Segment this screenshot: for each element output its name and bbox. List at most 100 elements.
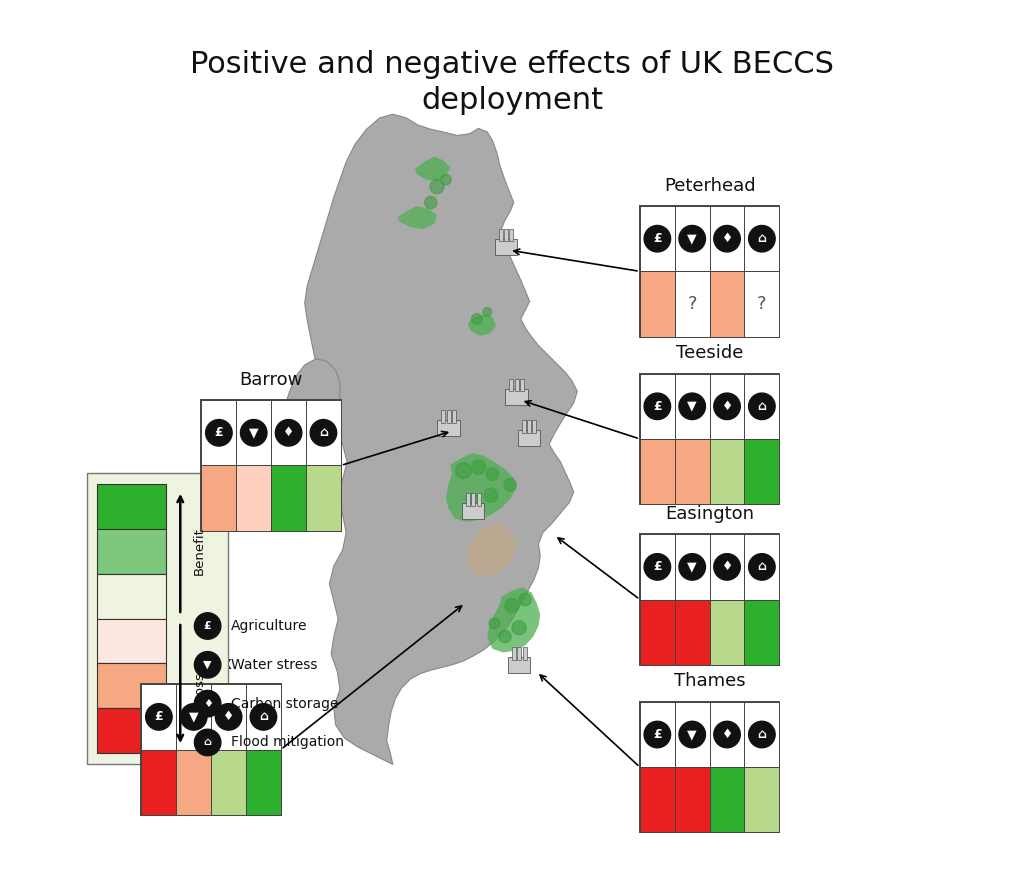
Bar xyxy=(237,400,271,466)
Circle shape xyxy=(504,479,516,491)
Bar xyxy=(744,439,779,504)
Circle shape xyxy=(250,704,276,730)
Text: ?: ? xyxy=(687,295,697,313)
Polygon shape xyxy=(468,313,496,335)
Text: ▼: ▼ xyxy=(687,560,697,573)
Text: ▼: ▼ xyxy=(188,711,199,723)
Text: Agriculture: Agriculture xyxy=(230,619,307,633)
Circle shape xyxy=(456,463,471,479)
Text: £: £ xyxy=(653,400,662,412)
Circle shape xyxy=(749,226,775,252)
Bar xyxy=(508,657,530,673)
Bar xyxy=(675,535,710,599)
Text: ♦: ♦ xyxy=(722,232,732,245)
Circle shape xyxy=(512,620,526,635)
Bar xyxy=(462,504,484,519)
Bar xyxy=(504,228,508,242)
Bar xyxy=(97,708,166,753)
Text: Teeside: Teeside xyxy=(676,344,743,362)
Bar xyxy=(246,684,281,750)
Bar xyxy=(640,702,675,767)
Circle shape xyxy=(519,593,531,605)
Bar xyxy=(520,379,524,391)
Bar xyxy=(710,206,744,272)
Text: ▼: ▼ xyxy=(204,660,212,670)
Circle shape xyxy=(714,554,740,581)
Circle shape xyxy=(430,180,444,194)
Bar xyxy=(87,473,228,764)
Text: ⌂: ⌂ xyxy=(758,400,766,412)
Text: ♦: ♦ xyxy=(283,427,294,439)
Text: ⌂: ⌂ xyxy=(318,427,328,439)
Text: £: £ xyxy=(155,711,163,723)
Bar xyxy=(710,767,744,833)
Bar xyxy=(505,389,527,404)
Text: Barrow: Barrow xyxy=(240,371,303,389)
Circle shape xyxy=(486,468,499,481)
Bar xyxy=(675,272,710,336)
Text: Easington: Easington xyxy=(666,504,754,523)
Bar xyxy=(744,702,779,767)
Bar xyxy=(744,206,779,272)
Bar xyxy=(744,767,779,833)
Bar xyxy=(640,272,675,336)
Bar xyxy=(640,535,779,665)
Circle shape xyxy=(440,174,452,185)
Circle shape xyxy=(644,226,671,252)
Circle shape xyxy=(483,489,498,503)
Circle shape xyxy=(195,651,221,678)
Bar xyxy=(744,599,779,665)
Bar xyxy=(202,400,237,466)
Bar xyxy=(527,420,531,433)
Text: Peterhead: Peterhead xyxy=(664,177,756,195)
Bar xyxy=(97,619,166,664)
Circle shape xyxy=(206,419,232,446)
Bar xyxy=(306,400,341,466)
Bar xyxy=(466,493,470,506)
Circle shape xyxy=(195,729,221,756)
Bar xyxy=(744,373,779,439)
Bar xyxy=(495,239,517,255)
Text: Flood mitigation: Flood mitigation xyxy=(230,735,344,750)
Circle shape xyxy=(489,618,500,628)
Bar xyxy=(176,684,211,750)
Bar xyxy=(640,767,675,833)
Text: ♦: ♦ xyxy=(722,400,732,412)
Bar xyxy=(211,750,246,815)
Text: ⌂: ⌂ xyxy=(204,737,212,748)
Circle shape xyxy=(310,419,337,446)
Text: ♦: ♦ xyxy=(223,711,234,723)
Text: Thames: Thames xyxy=(674,673,745,690)
Circle shape xyxy=(714,226,740,252)
Text: £: £ xyxy=(653,728,662,741)
Bar xyxy=(675,767,710,833)
Text: £: £ xyxy=(653,560,662,573)
Circle shape xyxy=(215,704,242,730)
Polygon shape xyxy=(283,358,340,487)
Bar xyxy=(437,420,460,436)
Text: ?: ? xyxy=(757,295,767,313)
Bar xyxy=(640,702,779,833)
Circle shape xyxy=(195,690,221,717)
Circle shape xyxy=(483,307,492,316)
Text: ⌂: ⌂ xyxy=(259,711,268,723)
Text: Drax: Drax xyxy=(189,655,232,673)
Circle shape xyxy=(679,721,706,748)
Bar xyxy=(141,684,281,815)
Bar xyxy=(211,684,246,750)
Bar xyxy=(97,484,166,529)
Bar xyxy=(141,684,176,750)
Bar xyxy=(532,420,537,433)
Bar xyxy=(640,206,675,272)
Circle shape xyxy=(195,612,221,639)
Circle shape xyxy=(679,393,706,419)
Bar xyxy=(710,702,744,767)
Text: ⌂: ⌂ xyxy=(758,728,766,741)
Text: £: £ xyxy=(204,621,211,631)
Bar xyxy=(640,535,675,599)
Bar xyxy=(744,272,779,336)
Bar xyxy=(522,647,526,659)
Bar xyxy=(640,206,779,336)
Bar xyxy=(640,373,779,504)
Circle shape xyxy=(714,721,740,748)
